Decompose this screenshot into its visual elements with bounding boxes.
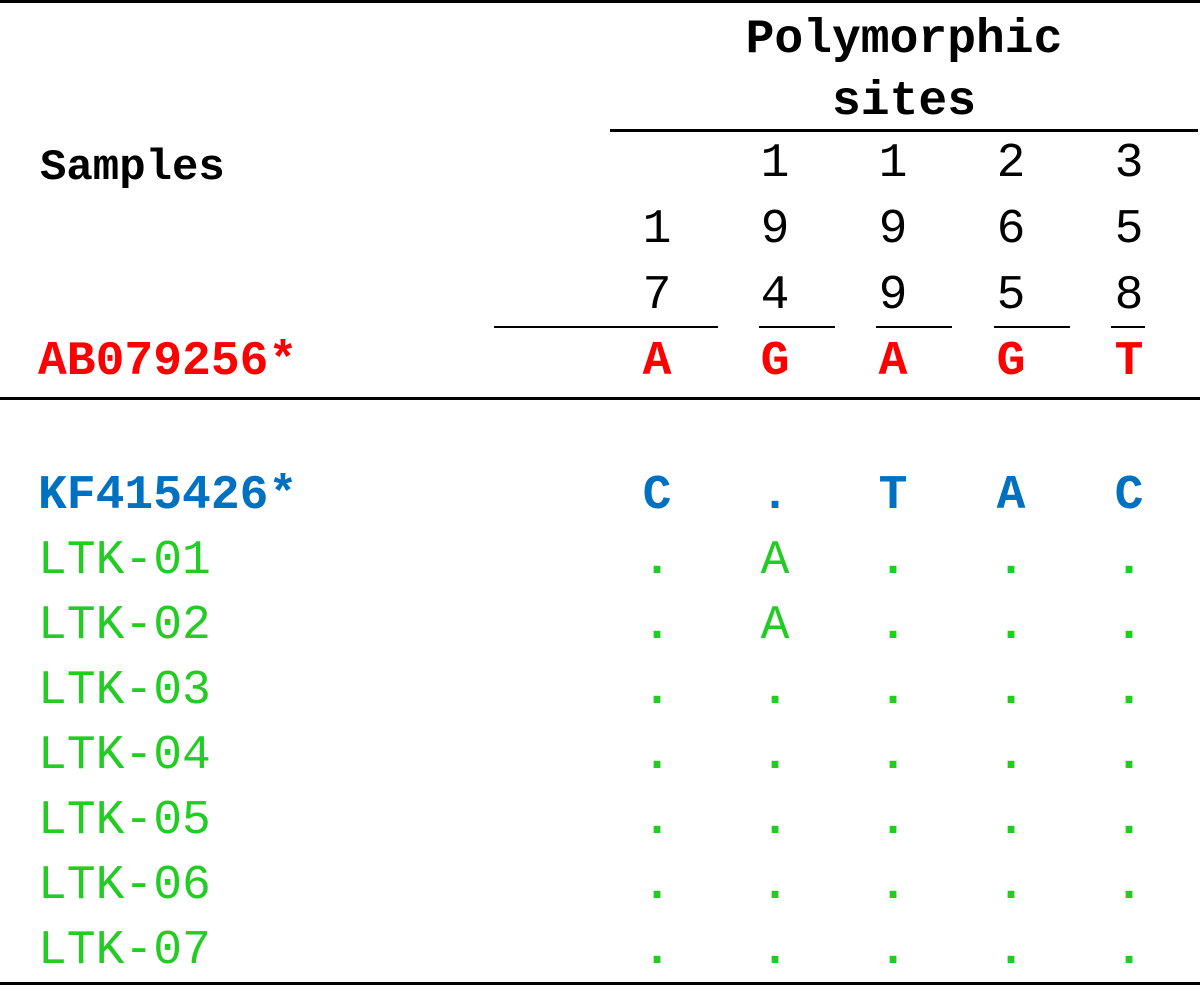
position-digit: 1	[878, 137, 908, 191]
base-cell: .	[1114, 729, 1144, 783]
base-cell: .	[760, 794, 790, 848]
position-digit: 2	[996, 137, 1026, 191]
base-cell: .	[760, 664, 790, 718]
base-cell: T	[878, 469, 908, 523]
reference-separator	[0, 397, 1200, 400]
sample-label: LTK-05	[38, 794, 211, 848]
base-cell: .	[642, 534, 672, 588]
base-cell: .	[1114, 599, 1144, 653]
base-cell: A	[642, 335, 672, 389]
base-cell: .	[1114, 794, 1144, 848]
position-digit: 4	[760, 269, 790, 323]
position-digit: 3	[1114, 137, 1144, 191]
base-cell: .	[760, 924, 790, 978]
position-digit: 8	[1114, 269, 1144, 323]
base-cell: .	[642, 664, 672, 718]
position-underline	[494, 326, 718, 328]
header-title-line2: sites	[831, 75, 977, 129]
samples-column-header: Samples	[40, 143, 225, 193]
base-cell: G	[760, 335, 790, 389]
sample-label: AB079256*	[38, 335, 298, 389]
base-cell: C	[1114, 469, 1144, 523]
base-cell: .	[760, 859, 790, 913]
sample-label: KF415426*	[38, 469, 298, 523]
base-cell: G	[996, 335, 1026, 389]
base-cell: .	[878, 729, 908, 783]
base-cell: .	[878, 599, 908, 653]
base-cell: .	[642, 729, 672, 783]
position-underline	[876, 326, 952, 328]
position-underline	[994, 326, 1070, 328]
position-digit: 5	[1114, 203, 1144, 257]
base-cell: .	[996, 729, 1026, 783]
sample-label: LTK-07	[38, 924, 211, 978]
base-cell: A	[996, 469, 1026, 523]
base-cell: .	[1114, 924, 1144, 978]
base-cell: .	[878, 534, 908, 588]
base-cell: .	[996, 664, 1026, 718]
position-digit: 1	[760, 137, 790, 191]
base-cell: A	[760, 599, 790, 653]
table-bottom-border	[0, 982, 1200, 985]
base-cell: .	[1114, 859, 1144, 913]
sample-label: LTK-01	[38, 534, 211, 588]
base-cell: .	[996, 859, 1026, 913]
header-title-underline	[610, 129, 1198, 132]
sample-label: LTK-04	[38, 729, 211, 783]
position-digit: 1	[642, 203, 672, 257]
position-digit: 5	[996, 269, 1026, 323]
base-cell: .	[878, 794, 908, 848]
position-digit: 9	[878, 203, 908, 257]
base-cell: .	[878, 924, 908, 978]
position-digit: 7	[642, 269, 672, 323]
base-cell: .	[996, 534, 1026, 588]
base-cell: .	[878, 859, 908, 913]
base-cell: .	[642, 859, 672, 913]
base-cell: .	[642, 794, 672, 848]
base-cell: .	[996, 599, 1026, 653]
base-cell: .	[642, 599, 672, 653]
sample-label: LTK-02	[38, 599, 211, 653]
table-top-border	[0, 0, 1200, 3]
position-underline	[1111, 326, 1145, 328]
base-cell: .	[996, 794, 1026, 848]
base-cell: A	[878, 335, 908, 389]
base-cell: .	[760, 729, 790, 783]
base-cell: .	[760, 469, 790, 523]
base-cell: C	[642, 469, 672, 523]
header-title-line1: Polymorphic	[745, 13, 1063, 67]
sample-label: LTK-03	[38, 664, 211, 718]
base-cell: A	[760, 534, 790, 588]
base-cell: .	[996, 924, 1026, 978]
base-cell: .	[1114, 664, 1144, 718]
base-cell: .	[878, 664, 908, 718]
base-cell: .	[642, 924, 672, 978]
position-digit: 6	[996, 203, 1026, 257]
base-cell: T	[1114, 335, 1144, 389]
sample-label: LTK-06	[38, 859, 211, 913]
position-underline	[759, 326, 835, 328]
position-digit: 9	[760, 203, 790, 257]
base-cell: .	[1114, 534, 1144, 588]
position-digit: 9	[878, 269, 908, 323]
